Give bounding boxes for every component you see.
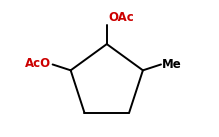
Text: Me: Me [162,58,182,71]
Text: AcO: AcO [25,57,51,70]
Text: OAc: OAc [108,11,134,24]
